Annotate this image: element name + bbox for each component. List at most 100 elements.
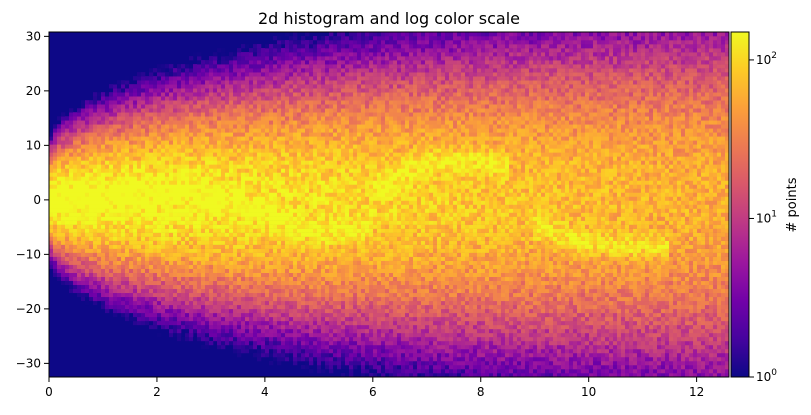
heatmap-cell [269, 228, 274, 233]
heatmap-cell [305, 324, 310, 330]
heatmap-cell [237, 188, 242, 193]
heatmap-cell [285, 224, 290, 229]
heatmap-cell [297, 352, 302, 358]
heatmap-cell [97, 276, 102, 282]
heatmap-cell [197, 120, 202, 125]
heatmap-cell [237, 244, 242, 249]
heatmap-cell [317, 84, 322, 89]
heatmap-cell [269, 108, 274, 113]
heatmap-cell [157, 140, 162, 145]
heatmap-cell [117, 116, 122, 121]
heatmap-cell [149, 128, 154, 133]
heatmap-cell [149, 188, 154, 193]
heatmap-cell [205, 220, 210, 225]
heatmap-cell [305, 84, 310, 89]
heatmap-cell [245, 176, 250, 181]
heatmap-cell [185, 220, 190, 225]
heatmap-cell [249, 288, 254, 294]
heatmap-cell [117, 96, 122, 101]
heatmap-cell [285, 276, 290, 282]
heatmap-cell [217, 200, 222, 205]
heatmap-cell [141, 232, 146, 237]
heatmap-cell [57, 116, 62, 121]
heatmap-cell [301, 316, 306, 322]
heatmap-cell [257, 136, 262, 141]
heatmap-cell [229, 216, 234, 221]
heatmap-cell [297, 184, 302, 189]
heatmap-cell [69, 228, 74, 233]
heatmap-cell [141, 224, 146, 229]
heatmap-cell [193, 88, 198, 93]
heatmap-cell [329, 104, 334, 109]
heatmap-cell [209, 144, 214, 149]
heatmap-cell [253, 224, 258, 229]
heatmap-cell [93, 92, 98, 97]
heatmap-cell [137, 256, 142, 261]
heatmap-cell [133, 256, 138, 261]
heatmap-cell [257, 144, 262, 149]
heatmap-cell [109, 192, 114, 197]
heatmap-cell [57, 156, 62, 161]
heatmap-cell [245, 144, 250, 149]
heatmap-cell [189, 304, 194, 310]
heatmap-cell [53, 232, 58, 237]
heatmap-cell [289, 236, 294, 241]
heatmap-cell [161, 276, 166, 282]
heatmap-cell [245, 280, 250, 286]
heatmap-cell [105, 112, 110, 117]
heatmap-cell [237, 156, 242, 161]
heatmap-cell [289, 224, 294, 229]
heatmap-cell [257, 168, 262, 173]
heatmap-cell [153, 256, 158, 261]
heatmap-cell [269, 180, 274, 185]
heatmap-cell [277, 252, 282, 257]
heatmap-cell [109, 272, 114, 278]
heatmap-cell [137, 168, 142, 173]
heatmap-cell [237, 116, 242, 121]
heatmap-cell [201, 128, 206, 133]
heatmap-cell [229, 144, 234, 149]
heatmap-cell [205, 256, 210, 261]
heatmap-cell [161, 68, 166, 73]
heatmap-cell [77, 244, 82, 249]
heatmap-cell [301, 172, 306, 177]
heatmap-cell [197, 244, 202, 249]
heatmap-cell [249, 92, 254, 97]
heatmap-cell [217, 76, 222, 81]
heatmap-cell [169, 76, 174, 81]
heatmap-cell [141, 192, 146, 197]
heatmap-cell [325, 188, 330, 193]
heatmap-cell [109, 256, 114, 261]
heatmap-cell [217, 196, 222, 201]
heatmap-cell [145, 172, 150, 177]
heatmap-cell [337, 148, 342, 153]
heatmap-cell [321, 164, 326, 169]
heatmap-cell [177, 136, 182, 141]
heatmap-cell [217, 256, 222, 261]
heatmap-cell [341, 364, 346, 370]
heatmap-cell [253, 212, 258, 217]
heatmap-cell [245, 68, 250, 73]
heatmap-cell [149, 136, 154, 141]
heatmap-cell [321, 216, 326, 221]
heatmap-cell [165, 220, 170, 225]
heatmap-cell [125, 232, 130, 237]
heatmap-cell [197, 76, 202, 81]
heatmap-cell [173, 72, 178, 77]
heatmap-cell [233, 316, 238, 322]
heatmap-cell [253, 284, 258, 290]
heatmap-cell [221, 188, 226, 193]
heatmap-cell [85, 196, 90, 201]
heatmap-cell [129, 240, 134, 245]
heatmap-cell [321, 336, 326, 342]
heatmap-cell [257, 228, 262, 233]
heatmap-cell [121, 200, 126, 205]
heatmap-cell [269, 112, 274, 117]
heatmap-cell [341, 176, 346, 181]
heatmap-cell [309, 280, 314, 286]
heatmap-cell [97, 236, 102, 241]
heatmap-cell [309, 308, 314, 314]
heatmap-cell [233, 128, 238, 133]
heatmap-cell [201, 140, 206, 145]
heatmap-cell [173, 276, 178, 282]
